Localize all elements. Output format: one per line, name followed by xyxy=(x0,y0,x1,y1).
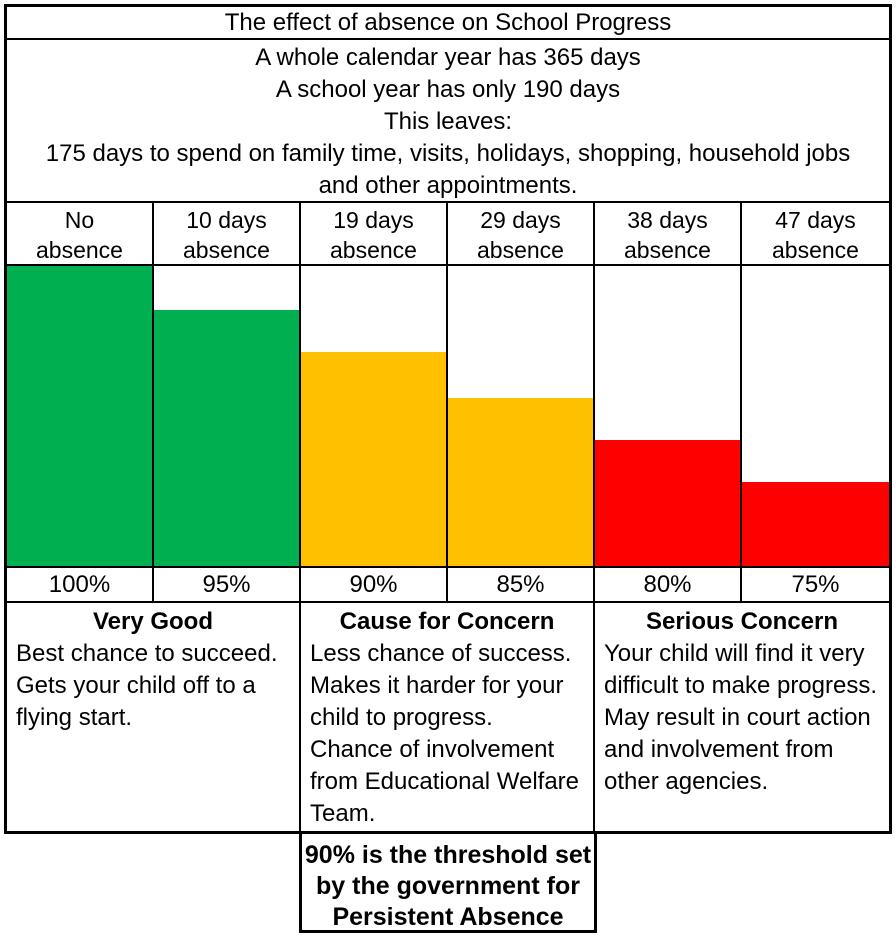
assessment-sentence: May result in court action and involveme… xyxy=(604,704,871,795)
note-line: 90% is the threshold set xyxy=(304,841,592,869)
percent-label: 90% xyxy=(301,568,448,601)
assessment-sentence: Chance of involvement from Educational W… xyxy=(310,736,580,827)
assessment-heading: Cause for Concern xyxy=(339,608,555,635)
assessment-heading: Very Good xyxy=(92,608,214,635)
assessment-sentence: Your child will find it very difficult t… xyxy=(604,640,878,699)
header-line: No xyxy=(64,207,95,233)
bar-90-percent xyxy=(301,351,446,566)
header-line: 19 days xyxy=(333,207,414,233)
intro-line: A school year has only 190 days xyxy=(275,76,621,103)
bar-100-percent xyxy=(7,266,152,566)
note-line: Persistent Absence xyxy=(332,903,564,931)
assessment-sentence: Gets your child off to a flying start. xyxy=(16,672,256,731)
intro-row: A whole calendar year has 365 days A sch… xyxy=(7,40,889,203)
bar-chart xyxy=(7,266,889,568)
assessment-sentence: Makes it harder for your child to progre… xyxy=(310,672,564,731)
bar-cell-80 xyxy=(595,266,742,566)
header-line: absence xyxy=(183,237,270,263)
header-line: absence xyxy=(772,237,859,263)
percent-label: 100% xyxy=(7,568,154,601)
header-line: absence xyxy=(624,237,711,263)
header-cell-29-days: 29 days absence xyxy=(448,203,595,265)
header-cell-19-days: 19 days absence xyxy=(301,203,448,265)
assessment-heading: Serious Concern xyxy=(645,608,839,635)
header-cell-38-days: 38 days absence xyxy=(595,203,742,265)
header-line: absence xyxy=(330,237,417,263)
header-row: No absence 10 days absence 19 days absen… xyxy=(7,203,889,266)
header-cell-no-absence: No absence xyxy=(7,203,154,265)
header-line: absence xyxy=(477,237,564,263)
intro-line: 175 days to spend on family time, visits… xyxy=(45,140,851,167)
note-line: by the government for xyxy=(316,872,580,900)
percent-label: 75% xyxy=(791,571,840,598)
header-line: 10 days xyxy=(186,207,267,233)
bar-cell-85 xyxy=(448,266,595,566)
bar-85-percent xyxy=(448,398,593,566)
chart-title: The effect of absence on School Progress xyxy=(224,8,672,36)
assessment-serious-concern: Serious Concern Your child will find it … xyxy=(595,603,889,831)
persistent-absence-note: 90% is the threshold set by the governme… xyxy=(299,831,597,933)
header-line: 29 days xyxy=(480,207,561,233)
intro-line: and other appointments. xyxy=(318,172,578,199)
title-row: The effect of absence on School Progress xyxy=(7,7,889,40)
bar-cell-75 xyxy=(742,266,889,566)
bar-cell-90 xyxy=(301,266,448,566)
assessment-sentence: Best chance to succeed. xyxy=(16,640,278,667)
header-line: 47 days xyxy=(775,207,856,233)
assessment-cause-for-concern: Cause for Concern Less chance of success… xyxy=(301,603,595,831)
percent-label: 95% xyxy=(154,568,301,601)
bar-cell-95 xyxy=(154,266,301,566)
intro-line: This leaves: xyxy=(383,108,513,135)
bar-75-percent xyxy=(742,482,889,566)
percent-label: 80% xyxy=(595,568,742,601)
assessment-very-good: Very Good Best chance to succeed. Gets y… xyxy=(7,603,301,831)
bar-80-percent xyxy=(595,440,740,566)
assessment-sentence: Less chance of success. xyxy=(310,640,572,667)
bar-cell-100 xyxy=(7,266,154,566)
bar-95-percent xyxy=(154,309,299,566)
percent-row: 100% 95% 90% 85% 80% 75% xyxy=(7,568,889,603)
header-line: absence xyxy=(36,237,123,263)
percent-label: 85% xyxy=(448,568,595,601)
header-cell-10-days: 10 days absence xyxy=(154,203,301,265)
assessment-row: Very Good Best chance to succeed. Gets y… xyxy=(7,603,889,831)
intro-line: A whole calendar year has 365 days xyxy=(255,44,641,71)
header-line: 38 days xyxy=(627,207,708,233)
absence-table: The effect of absence on School Progress… xyxy=(4,4,892,834)
header-cell-47-days: 47 days absence xyxy=(742,203,889,265)
